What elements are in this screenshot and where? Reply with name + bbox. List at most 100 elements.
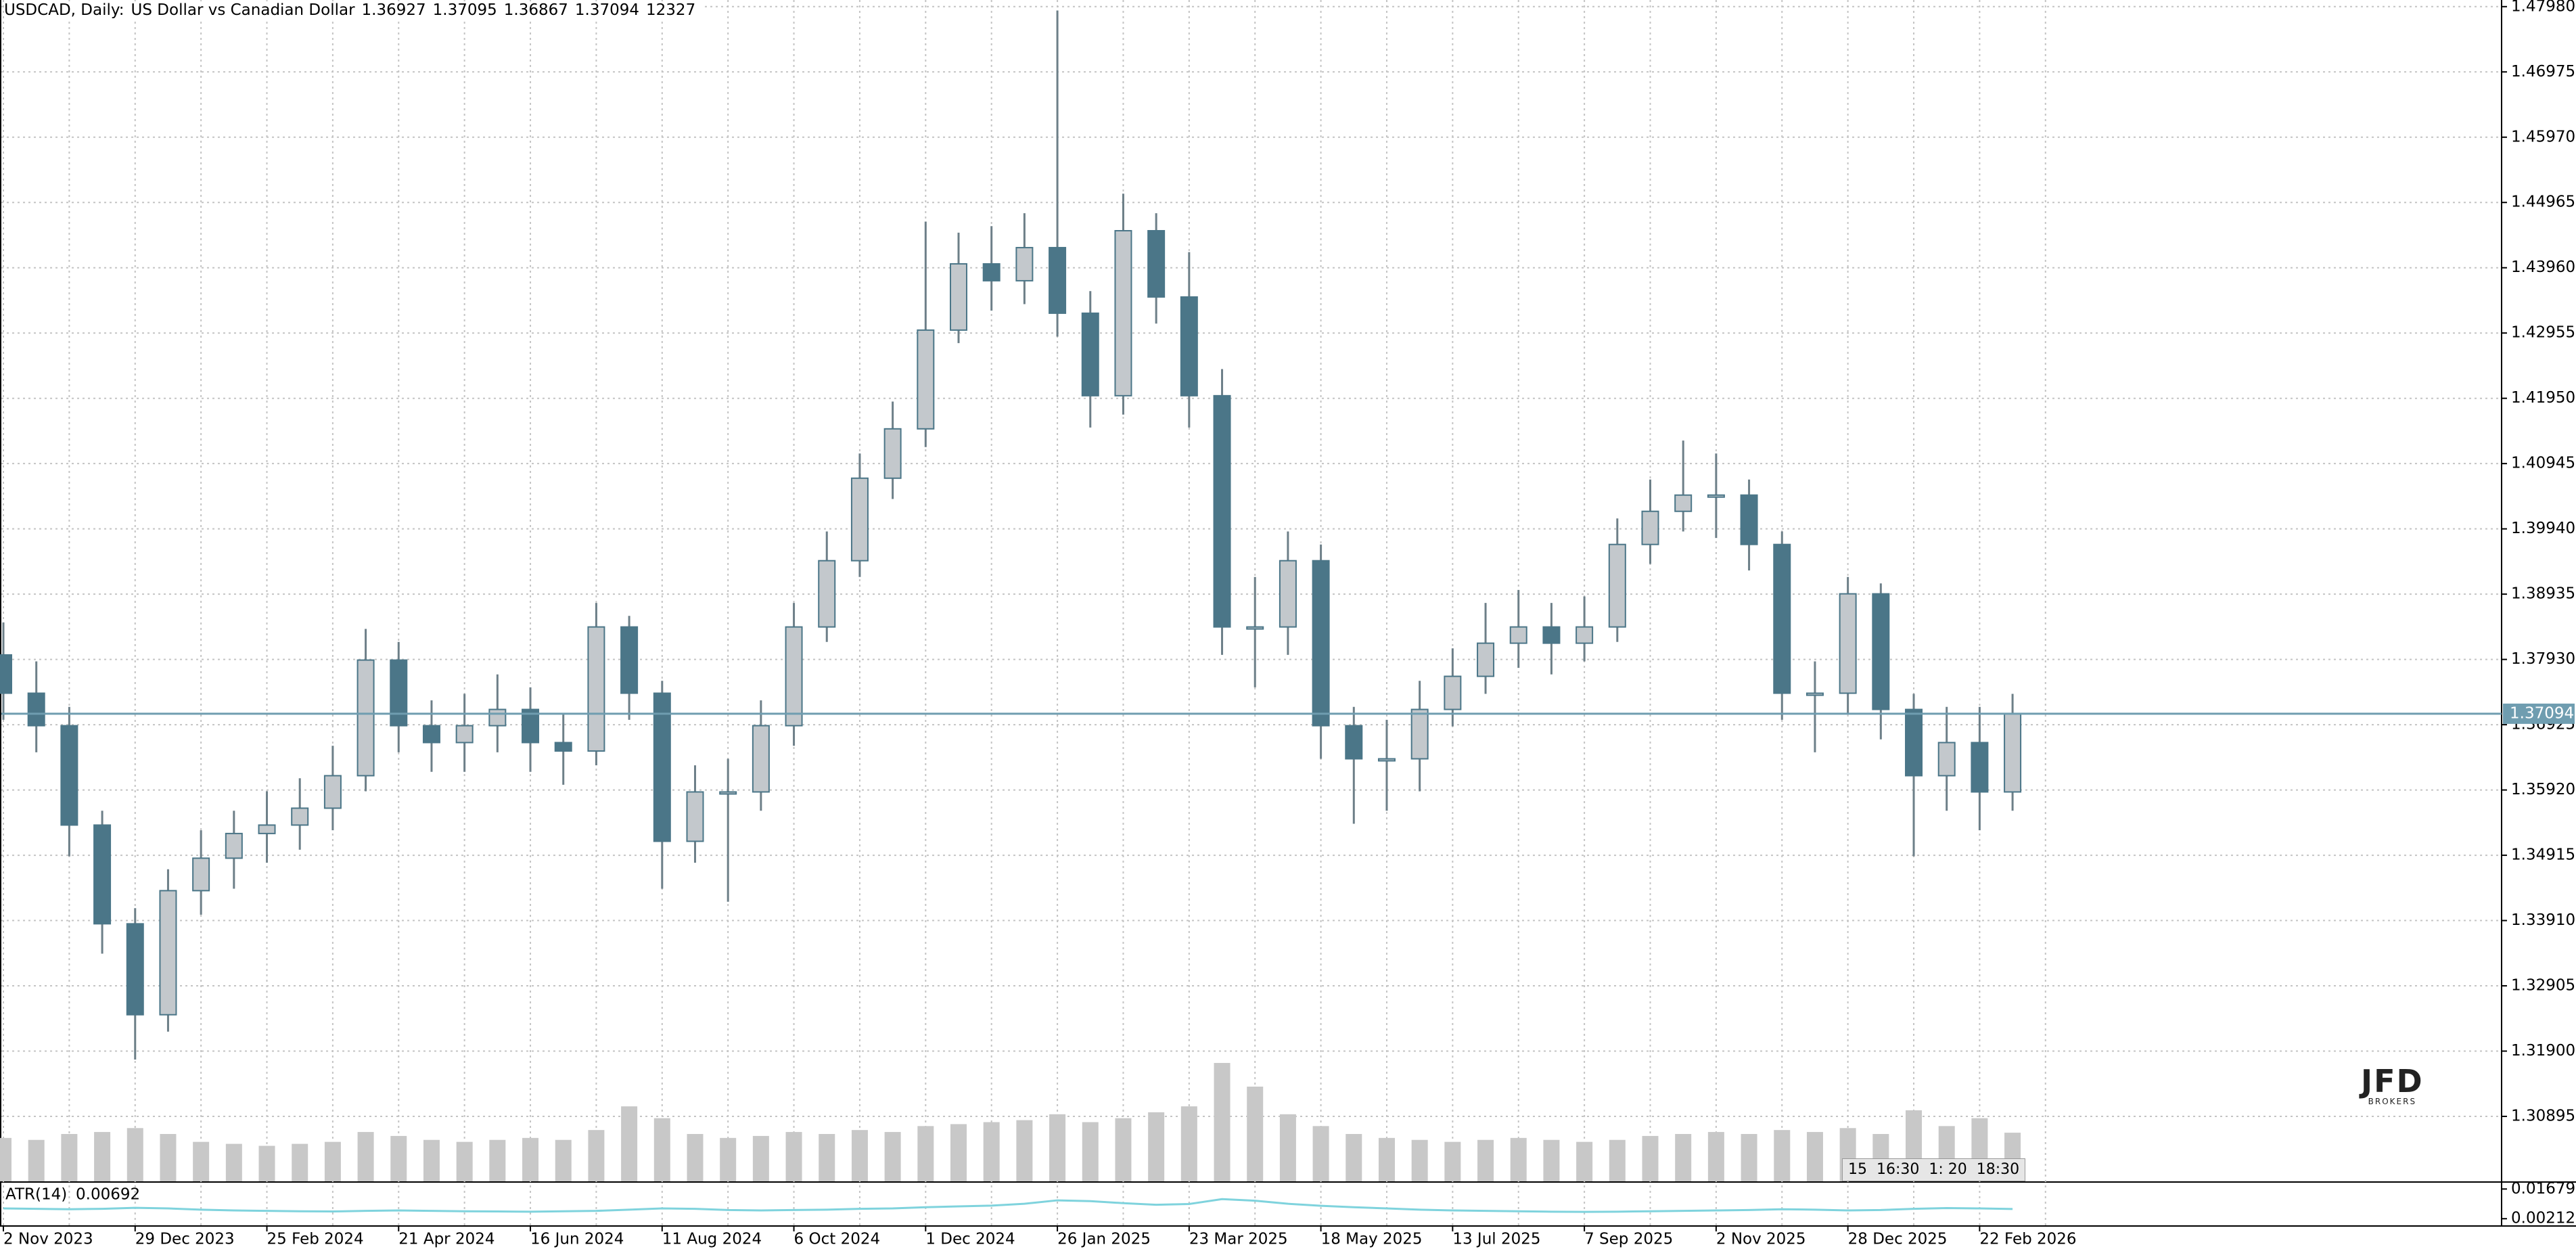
candle-body	[1576, 626, 1594, 644]
volume-bar	[127, 1128, 143, 1181]
logo: JFD BROKERS	[2361, 1066, 2424, 1106]
candle-body	[917, 329, 935, 430]
x-tick-label: 23 Mar 2025	[1189, 1231, 1288, 1248]
volume-bar	[588, 1130, 605, 1181]
atr-value: 0.00692	[76, 1186, 140, 1204]
y-tick-label: 1.31900	[2511, 1042, 2575, 1060]
volume-bar	[917, 1126, 934, 1181]
volume-bar	[489, 1139, 506, 1181]
volume-bar	[1642, 1135, 1659, 1181]
volume-bar	[1247, 1087, 1264, 1181]
y-tick-label: 1.44965	[2511, 194, 2575, 211]
close-price: 1.37094	[574, 1, 640, 19]
candle-body	[1641, 510, 1659, 545]
candle-body	[60, 725, 78, 826]
volume-bar	[456, 1141, 473, 1181]
candle-body	[686, 791, 704, 842]
x-tick-label: 18 May 2025	[1321, 1231, 1423, 1248]
candle-body	[1114, 230, 1132, 396]
volume-bar	[884, 1132, 901, 1181]
volume-bar	[390, 1135, 407, 1181]
volume-bar	[1510, 1137, 1527, 1181]
candle-body	[1049, 246, 1067, 314]
x-tick-label: 11 Aug 2024	[662, 1231, 762, 1248]
candle-body	[818, 560, 836, 628]
volume-bar	[292, 1143, 308, 1181]
volume-bar	[28, 1139, 45, 1181]
candle-body	[719, 791, 737, 795]
candle-body	[1477, 642, 1495, 677]
candle-body	[1180, 296, 1198, 396]
candle-body	[455, 725, 474, 744]
candle-body	[93, 824, 112, 925]
candle-body	[1905, 708, 1923, 777]
volume-bar	[752, 1135, 769, 1181]
candle-body	[1773, 543, 1791, 694]
candle-body	[225, 832, 243, 859]
volume-bar	[621, 1106, 638, 1181]
volume-bar	[983, 1122, 1000, 1181]
x-tick-label: 2 Nov 2023	[3, 1231, 93, 1248]
y-tick-label: 1.35920	[2511, 781, 2575, 798]
candle-body	[1081, 312, 1099, 396]
candle-body	[1444, 675, 1462, 710]
time-overlay: 15 16:30 1: 20 18:30	[1842, 1158, 2026, 1181]
candle-body	[554, 742, 572, 752]
y-tick-label: 1.39940	[2511, 520, 2575, 537]
volume-bar	[258, 1145, 275, 1181]
volume-bar	[193, 1141, 210, 1181]
volume-bar	[423, 1139, 440, 1181]
atr-name: ATR(14)	[5, 1186, 67, 1204]
candle-body	[1740, 494, 1758, 545]
low-price: 1.36867	[503, 1, 568, 19]
candle-body	[1839, 593, 1857, 694]
candle-body	[390, 659, 408, 727]
y-tick-label: 1.45970	[2511, 128, 2575, 145]
volume-bar	[1543, 1139, 1560, 1181]
logo-name: JFD	[2361, 1063, 2424, 1099]
candle-body	[1608, 543, 1626, 628]
x-tick-label: 29 Dec 2023	[135, 1231, 235, 1248]
candle-body	[653, 692, 671, 842]
candle-body	[323, 775, 342, 809]
y-tick-label: 1.47980	[2511, 0, 2575, 15]
volume-bar	[1082, 1122, 1099, 1181]
volume-bar	[1148, 1112, 1165, 1181]
candle-body	[883, 428, 902, 479]
x-tick-label: 13 Jul 2025	[1452, 1231, 1540, 1248]
y-tick-label: 1.41950	[2511, 389, 2575, 407]
x-tick-label: 7 Sep 2025	[1584, 1231, 1673, 1248]
volume-bar	[851, 1130, 868, 1181]
volume-bar	[1774, 1130, 1791, 1181]
candle-body	[1806, 692, 1824, 696]
candle-body	[1377, 758, 1396, 762]
x-tick-label: 25 Feb 2024	[267, 1231, 364, 1248]
candle-body	[1147, 230, 1166, 298]
volume-bar	[1444, 1141, 1461, 1181]
x-tick-label: 28 Dec 2025	[1848, 1231, 1948, 1248]
volume-bar	[324, 1141, 341, 1181]
candle-body	[1872, 593, 1890, 710]
candle-body	[752, 725, 770, 793]
atr-y-tick-label: 0.01679	[2511, 1180, 2575, 1198]
last-price-box	[2503, 703, 2575, 724]
volume-bar	[94, 1132, 111, 1181]
volume-bar	[1049, 1114, 1066, 1181]
y-tick-label: 1.34915	[2511, 846, 2575, 864]
candle-body	[356, 659, 375, 777]
candle-body	[126, 923, 144, 1016]
volume-bar	[1477, 1139, 1494, 1181]
high-price: 1.37095	[432, 1, 497, 19]
volume-bar	[0, 1137, 12, 1181]
candle-body	[1937, 742, 1956, 777]
candle-body	[422, 725, 440, 744]
volume-bar	[555, 1139, 572, 1181]
candle-body	[1213, 394, 1231, 628]
candle-body	[1345, 725, 1363, 760]
volume-bar	[687, 1134, 704, 1181]
volume-bar	[1411, 1139, 1428, 1181]
y-tick-label: 1.42955	[2511, 324, 2575, 342]
candle-body	[785, 626, 803, 727]
